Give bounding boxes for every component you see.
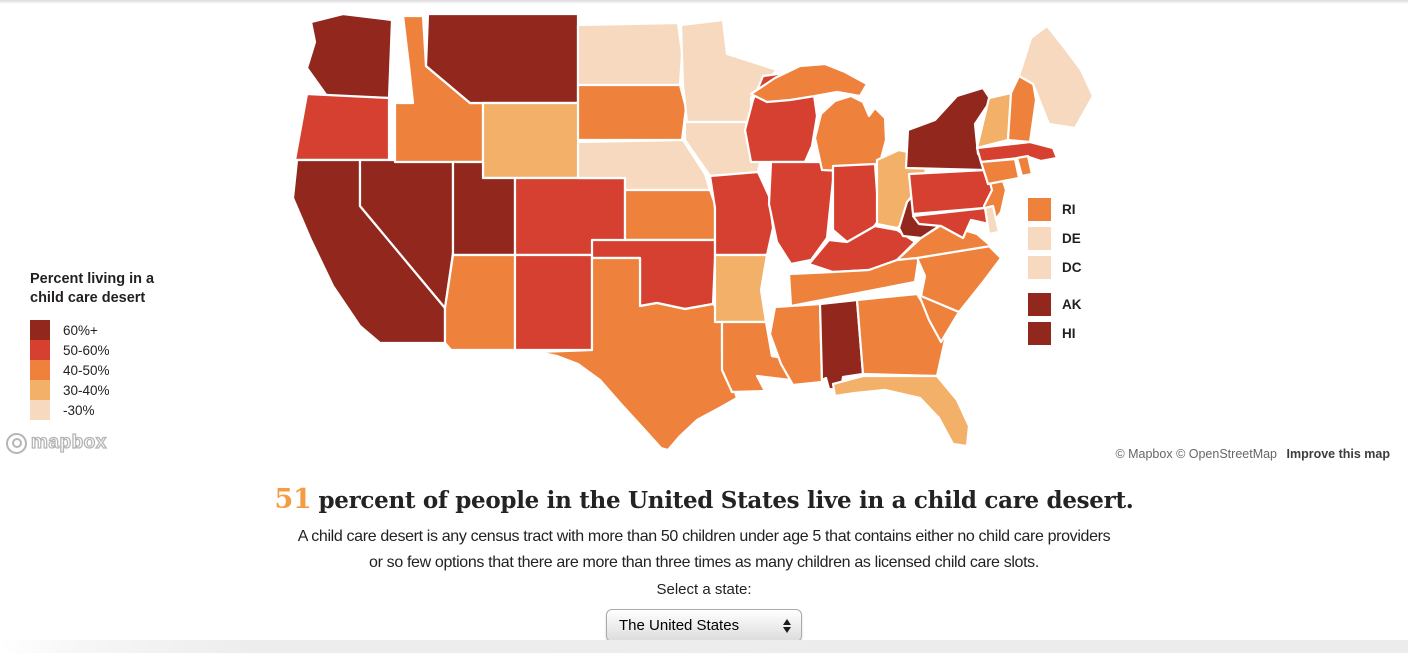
- state-KS[interactable]: [623, 188, 717, 242]
- mapbox-attribution-link[interactable]: © Mapbox: [1115, 447, 1173, 461]
- next-section-edge: [0, 640, 1408, 653]
- mapbox-wordmark: mapbox: [30, 431, 107, 453]
- state-ME[interactable]: [1017, 24, 1095, 130]
- state-MI-upper[interactable]: [749, 62, 869, 104]
- openstreetmap-attribution-link[interactable]: © OpenStreetMap: [1176, 447, 1278, 461]
- improve-this-map-link[interactable]: Improve this map: [1286, 447, 1391, 461]
- mapbox-logo[interactable]: mapbox: [6, 431, 107, 454]
- summary-section: 51 percent of people in the United States…: [0, 484, 1408, 576]
- state-RI[interactable]: [1015, 154, 1034, 178]
- description: A child care desert is any census tract …: [0, 524, 1408, 576]
- map-legend: Percent living in a child care desert 60…: [30, 270, 220, 420]
- swatch-RI[interactable]: [1028, 198, 1051, 221]
- state-DE[interactable]: [983, 204, 1001, 236]
- state-select[interactable]: The United States: [606, 609, 802, 642]
- small-state-item: DC: [1028, 256, 1082, 279]
- us-choropleth-map[interactable]: [285, 8, 1105, 458]
- legend-swatch-30-40: [30, 380, 50, 400]
- legend-title: Percent living in a child care desert: [30, 271, 155, 306]
- section-divider: [0, 0, 1408, 4]
- description-line-1: A child care desert is any census tract …: [297, 528, 1111, 545]
- legend-item: 60%+: [30, 320, 220, 340]
- swatch-HI[interactable]: [1028, 322, 1051, 345]
- state-LA[interactable]: [720, 320, 795, 394]
- legend-label: 30-40%: [63, 382, 110, 398]
- state-SD[interactable]: [576, 83, 688, 142]
- state-select-wrapper: The United States: [606, 609, 802, 642]
- state-MO[interactable]: [708, 170, 775, 257]
- state-NH[interactable]: [1006, 74, 1038, 144]
- state-AL[interactable]: [818, 298, 865, 392]
- state-NC[interactable]: [915, 244, 1003, 314]
- legend-label: 60%+: [63, 322, 98, 338]
- mapbox-logo-icon: [6, 432, 27, 454]
- small-state-label: DC: [1062, 260, 1082, 275]
- legend-swatch-60plus: [30, 320, 50, 340]
- state-MI[interactable]: [813, 94, 888, 174]
- state-GA[interactable]: [855, 292, 947, 378]
- state-WA[interactable]: [305, 12, 394, 100]
- legend-swatch-50-60: [30, 340, 50, 360]
- legend-swatch-under30: [30, 400, 50, 420]
- swatch-DC[interactable]: [1028, 256, 1051, 279]
- state-TX[interactable]: [535, 256, 739, 452]
- legend-label: 50-60%: [63, 342, 110, 358]
- headline: 51 percent of people in the United States…: [0, 484, 1408, 515]
- swatch-DE[interactable]: [1028, 227, 1051, 250]
- state-AZ[interactable]: [443, 253, 517, 352]
- small-state-item: AK: [1028, 293, 1082, 316]
- state-WY[interactable]: [481, 101, 582, 180]
- small-state-item: DE: [1028, 227, 1082, 250]
- legend-item: 50-60%: [30, 340, 220, 360]
- map-attribution: © Mapbox © OpenStreetMap Improve this ma…: [1115, 447, 1390, 461]
- small-state-label: RI: [1062, 202, 1076, 217]
- state-OR[interactable]: [293, 92, 391, 162]
- state-selector-label: Select a state:: [656, 581, 752, 598]
- state-selector-section: Select a state: The United States: [0, 581, 1408, 642]
- legend-label: -30%: [63, 402, 95, 418]
- legend-swatch-40-50: [30, 360, 50, 380]
- headline-text: percent of people in the United States l…: [318, 487, 1134, 514]
- legend-label: 40-50%: [63, 362, 110, 378]
- small-states-legend: RI DE DC AK HI: [1028, 198, 1082, 351]
- legend-item: 30-40%: [30, 380, 220, 400]
- small-state-item: RI: [1028, 198, 1082, 221]
- description-line-2: or so few options that there are more th…: [369, 554, 1039, 571]
- headline-stat: 51: [274, 484, 312, 515]
- small-state-label: HI: [1062, 326, 1076, 341]
- state-MN[interactable]: [679, 18, 779, 124]
- state-ND[interactable]: [576, 21, 684, 87]
- state-NM[interactable]: [513, 253, 594, 352]
- small-state-label: AK: [1062, 297, 1082, 312]
- swatch-AK[interactable]: [1028, 293, 1051, 316]
- state-CT[interactable]: [979, 157, 1021, 186]
- state-FL[interactable]: [831, 374, 971, 448]
- legend-item: -30%: [30, 400, 220, 420]
- small-state-item: HI: [1028, 322, 1082, 345]
- state-AR[interactable]: [713, 253, 769, 324]
- small-state-label: DE: [1062, 231, 1081, 246]
- legend-item: 40-50%: [30, 360, 220, 380]
